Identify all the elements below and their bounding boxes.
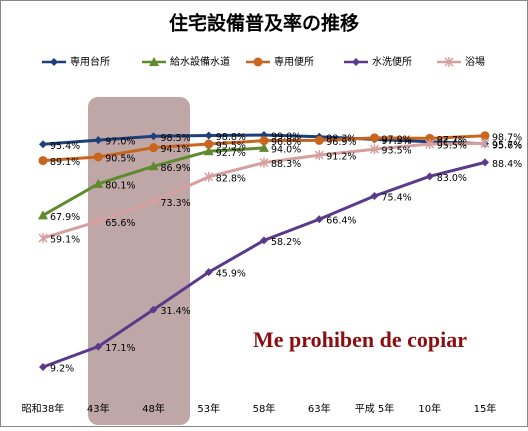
x-tick-label: 48年 bbox=[142, 402, 165, 415]
marker bbox=[370, 191, 379, 200]
marker bbox=[39, 140, 47, 149]
marker bbox=[204, 268, 213, 277]
data-label: 67.9% bbox=[50, 212, 80, 223]
marker bbox=[50, 58, 58, 66]
data-label: 9.2% bbox=[50, 364, 74, 375]
marker bbox=[39, 363, 47, 371]
data-label: 99.0% bbox=[271, 132, 301, 143]
marker bbox=[149, 132, 158, 141]
data-label: 97.0% bbox=[105, 137, 135, 148]
data-label: 86.9% bbox=[161, 163, 191, 174]
data-label: 90.5% bbox=[105, 153, 135, 164]
data-label: 17.1% bbox=[105, 343, 135, 354]
marker bbox=[369, 144, 380, 155]
marker bbox=[149, 305, 158, 314]
marker bbox=[480, 131, 490, 141]
data-label: 95.5% bbox=[216, 141, 246, 152]
marker bbox=[253, 57, 263, 67]
marker bbox=[38, 156, 48, 166]
x-tick-label: 平成 5年 bbox=[355, 402, 395, 415]
marker bbox=[148, 196, 159, 207]
data-label: 94.1% bbox=[161, 144, 191, 155]
marker bbox=[425, 139, 435, 150]
marker bbox=[480, 138, 490, 149]
legend-label: 給水設備水道 bbox=[170, 55, 230, 68]
data-label: 95.7% bbox=[492, 140, 522, 151]
data-label: 97.9% bbox=[382, 134, 412, 145]
marker bbox=[425, 172, 434, 181]
marker bbox=[314, 150, 324, 161]
data-label: 31.4% bbox=[161, 306, 191, 317]
marker bbox=[94, 136, 103, 145]
data-label: 45.9% bbox=[216, 269, 246, 280]
marker bbox=[444, 57, 454, 67]
legend-label: 水洗便所 bbox=[372, 55, 412, 68]
marker bbox=[259, 157, 269, 168]
data-label: 65.6% bbox=[105, 218, 135, 229]
data-label: 82.8% bbox=[216, 173, 246, 184]
marker bbox=[259, 136, 269, 146]
data-label: 73.3% bbox=[161, 198, 191, 209]
data-label: 89.1% bbox=[50, 157, 80, 168]
marker bbox=[93, 152, 103, 162]
marker bbox=[204, 171, 214, 182]
data-label: 98.5% bbox=[161, 133, 191, 144]
marker bbox=[315, 215, 324, 224]
data-label: 58.2% bbox=[271, 237, 301, 248]
data-label: 91.2% bbox=[326, 152, 356, 163]
x-tick-label: 10年 bbox=[418, 402, 441, 415]
marker bbox=[481, 158, 489, 167]
marker bbox=[425, 133, 435, 143]
data-label: 88.4% bbox=[492, 159, 522, 170]
x-tick-label: 43年 bbox=[87, 402, 110, 415]
data-label: 98.8% bbox=[216, 132, 246, 143]
marker bbox=[314, 135, 324, 145]
data-label: 94.0% bbox=[271, 144, 301, 155]
marker bbox=[94, 342, 103, 351]
data-label: 95.6% bbox=[492, 140, 522, 151]
marker bbox=[148, 161, 159, 171]
x-tick-label: 53年 bbox=[197, 402, 220, 415]
data-label: 75.4% bbox=[382, 192, 412, 203]
x-tick-label: 58年 bbox=[253, 402, 276, 415]
marker bbox=[260, 236, 268, 245]
data-label: 83.0% bbox=[437, 173, 467, 184]
data-label: 96.9% bbox=[326, 137, 356, 148]
data-label: 95.5% bbox=[437, 141, 467, 152]
data-label: 93.5% bbox=[382, 146, 412, 157]
data-label: 98.7% bbox=[492, 132, 522, 143]
data-label: 92.7% bbox=[216, 148, 246, 159]
marker bbox=[38, 233, 48, 244]
data-label: 95.4% bbox=[50, 141, 80, 152]
data-label: 97.7% bbox=[437, 135, 467, 146]
x-tick-label: 15年 bbox=[474, 402, 497, 415]
marker bbox=[93, 178, 104, 188]
marker bbox=[203, 146, 214, 156]
marker bbox=[38, 210, 48, 220]
x-tick-label: 63年 bbox=[308, 402, 331, 415]
marker bbox=[204, 131, 213, 140]
data-label: 97.3% bbox=[382, 136, 412, 147]
data-label: 59.1% bbox=[50, 235, 80, 246]
marker bbox=[352, 58, 360, 66]
data-label: 66.4% bbox=[326, 216, 356, 227]
data-label: 88.3% bbox=[271, 159, 301, 170]
chart-title: 住宅設備普及率の推移 bbox=[169, 12, 359, 35]
watermark: Me prohiben de copiar bbox=[253, 327, 467, 352]
marker bbox=[93, 216, 103, 227]
x-tick-label: 昭和38年 bbox=[22, 402, 65, 415]
legend-label: 浴場 bbox=[465, 55, 485, 68]
legend-label: 専用便所 bbox=[274, 55, 314, 68]
marker bbox=[259, 142, 269, 152]
marker bbox=[149, 143, 158, 153]
marker bbox=[149, 57, 159, 66]
marker bbox=[204, 139, 214, 149]
data-label: 80.1% bbox=[105, 180, 135, 191]
marker bbox=[370, 133, 379, 143]
legend-label: 専用台所 bbox=[70, 55, 110, 68]
data-label: 96.8% bbox=[271, 137, 301, 148]
